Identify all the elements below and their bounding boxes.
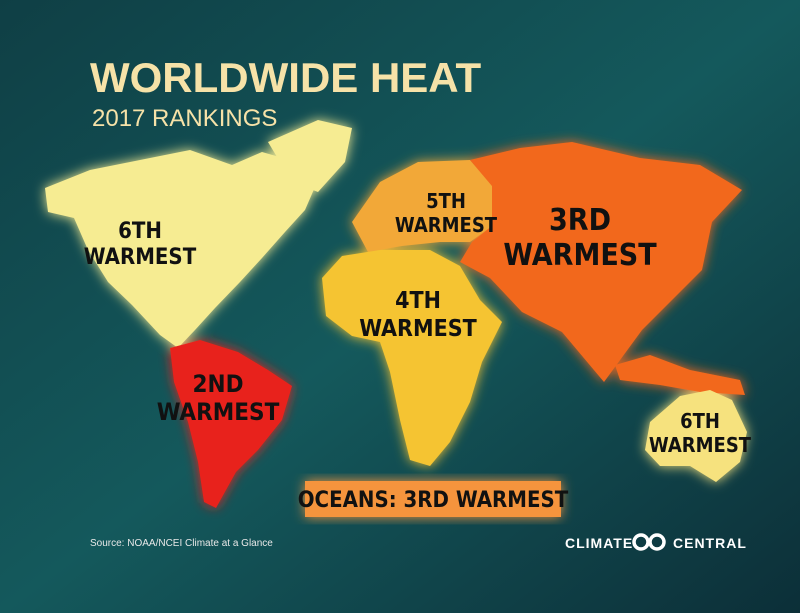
region-label: 3RD — [549, 203, 611, 238]
oceans-box — [305, 481, 561, 517]
region-label: 4TH — [395, 288, 441, 314]
region-label: 2ND — [192, 370, 243, 398]
region-label: WARMEST — [84, 245, 197, 270]
region-label: WARMEST — [503, 238, 657, 273]
continents — [45, 120, 747, 508]
europe — [352, 160, 492, 252]
subtitle: 2017 RANKINGS — [92, 105, 277, 132]
logo-right: CENTRAL — [673, 535, 747, 551]
indonesia — [615, 355, 745, 395]
logo-left: CLIMATE — [565, 535, 633, 551]
region-label: 6TH — [118, 219, 162, 244]
australia — [645, 390, 747, 482]
region-label: WARMEST — [157, 398, 280, 426]
north-america — [45, 150, 318, 348]
greenland — [268, 120, 352, 192]
region-label: WARMEST — [649, 433, 752, 457]
logo-icon — [632, 533, 666, 551]
source: Source: NOAA/NCEI Climate at a Glance — [90, 538, 273, 549]
region-label: WARMEST — [395, 213, 498, 237]
oceans-label: OCEANS: 3RD WARMEST — [298, 488, 569, 513]
title: WORLDWIDE HEAT — [90, 54, 482, 101]
asia — [460, 142, 742, 382]
region-label: 6TH — [680, 409, 720, 433]
south-america — [170, 340, 292, 508]
africa — [322, 250, 502, 466]
region-label: WARMEST — [359, 316, 477, 342]
region-label: 5TH — [426, 189, 466, 213]
